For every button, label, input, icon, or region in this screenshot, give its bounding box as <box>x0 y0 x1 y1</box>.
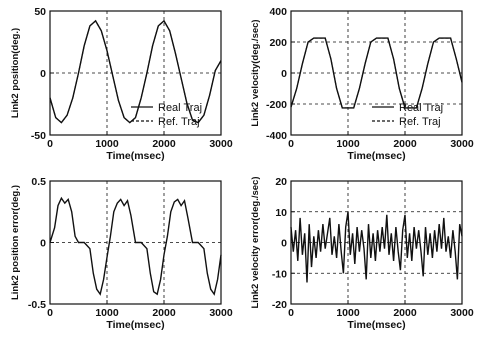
y-tick-label: -200 <box>266 99 287 111</box>
x-tick-label: 2000 <box>152 138 176 150</box>
x-axis-label: Time(msec) <box>347 150 405 162</box>
y-tick-label: 400 <box>269 6 287 18</box>
x-tick-label: 2000 <box>393 307 417 319</box>
y-tick-label: 0 <box>40 238 46 250</box>
x-tick-label: 3000 <box>450 138 474 150</box>
legend-label: Real Traj <box>158 102 202 114</box>
y-tick-label: -10 <box>272 268 287 280</box>
series-line-1 <box>290 211 463 283</box>
y-axis-label: Link2 velocity error(deg./sec) <box>250 177 261 309</box>
legend: Real Traj Ref. Traj <box>131 102 202 128</box>
legend-label: Ref. Traj <box>399 116 441 128</box>
x-tick-label: 0 <box>47 307 53 319</box>
x-tick-label: 1000 <box>95 307 119 319</box>
x-tick-label: 3000 <box>209 307 233 319</box>
x-tick-label: 0 <box>47 138 53 150</box>
y-tick-label: -20 <box>272 299 287 311</box>
series-line-1 <box>49 196 222 296</box>
x-axis-label: Time(msec) <box>106 319 164 331</box>
x-tick-label: 0 <box>288 138 294 150</box>
series-line-2 <box>290 37 463 109</box>
x-tick-label: 3000 <box>209 138 233 150</box>
y-tick-label: 0 <box>281 238 287 250</box>
y-tick-label: -0.5 <box>28 299 46 311</box>
y-tick-label: 0.5 <box>31 176 46 188</box>
series-line-2 <box>49 20 222 124</box>
y-tick-label: -50 <box>31 130 46 142</box>
legend: Real Traj Ref. Traj <box>372 102 443 128</box>
y-axis-label: Link2 position error(deg.) <box>10 185 21 300</box>
legend-label: Real Traj <box>399 102 443 114</box>
x-tick-label: 3000 <box>450 307 474 319</box>
chart-panel-4: 0 1000 2000 3000 20 10 0 -10 -20 Time(msec) Link2 … <box>250 176 474 331</box>
y-tick-label: 0 <box>40 68 46 80</box>
x-axis-label: Time(msec) <box>106 150 164 162</box>
legend-label: Ref. Traj <box>158 116 200 128</box>
y-tick-label: 20 <box>275 176 287 188</box>
y-tick-label: 200 <box>269 37 287 49</box>
x-tick-label: 1000 <box>336 307 360 319</box>
x-tick-label: 0 <box>288 307 294 319</box>
x-tick-label: 1000 <box>336 138 360 150</box>
y-tick-label: 0 <box>281 68 287 80</box>
y-axis-label: Link2 position(deg.) <box>10 28 21 118</box>
y-axis-label: Link2 velocity(deg./sec) <box>250 19 261 126</box>
y-tick-label: 50 <box>34 6 46 18</box>
x-tick-label: 1000 <box>95 138 119 150</box>
chart-panel-2: 0 1000 2000 30004002000-200-400Time(msec)Li… <box>250 6 474 162</box>
x-tick-label: 2000 <box>393 138 417 150</box>
x-tick-label: 2000 <box>152 307 176 319</box>
y-tick-label: -400 <box>266 130 287 142</box>
y-tick-label: 10 <box>275 207 287 219</box>
x-axis-label: Time(msec) <box>347 319 405 331</box>
